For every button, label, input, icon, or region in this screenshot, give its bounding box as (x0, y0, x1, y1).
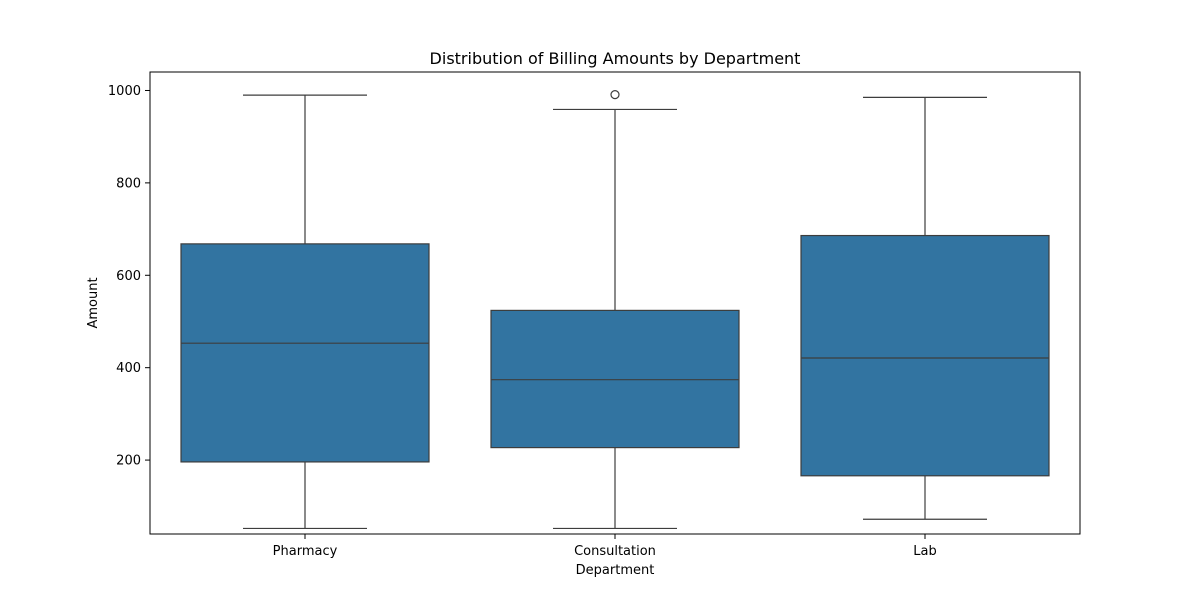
iqr-box (800, 234, 1050, 477)
iqr-box (490, 309, 740, 449)
x-tick-label: Pharmacy (273, 544, 338, 559)
y-tick-label: 600 (116, 269, 141, 284)
y-axis-label: Amount (86, 277, 101, 328)
y-tick-label: 400 (116, 361, 141, 376)
y-tick-label: 800 (116, 176, 141, 191)
outlier-point (610, 90, 620, 100)
box-group-consultation (490, 90, 740, 530)
chart-title: Distribution of Billing Amounts by Depar… (430, 49, 801, 68)
iqr-box (180, 243, 430, 463)
plot-area (180, 90, 1050, 530)
box-group-lab (800, 96, 1050, 520)
box-group-pharmacy (180, 94, 430, 530)
y-tick-label: 200 (116, 454, 141, 469)
x-axis-label: Department (576, 563, 655, 578)
y-tick-label: 1000 (108, 84, 141, 99)
x-tick-label: Consultation (574, 544, 656, 559)
x-tick-label: Lab (913, 544, 936, 559)
axes: Pharmacy Consultation Lab 200 400 600 800 1000 (108, 84, 937, 559)
